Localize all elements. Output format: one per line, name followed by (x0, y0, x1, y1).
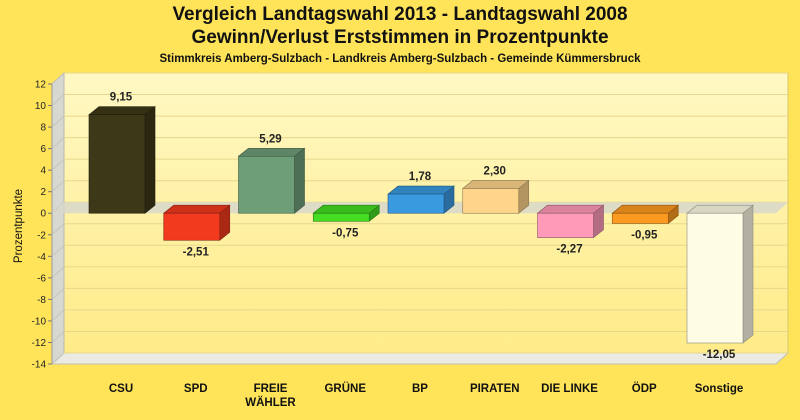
y-tick-label: -14 (32, 360, 47, 371)
x-category-label: BP (412, 383, 428, 395)
x-category-label: PIRATEN (470, 383, 520, 395)
data-label: -2,27 (556, 244, 582, 256)
bar-spd (162, 204, 231, 241)
data-label: 1,78 (409, 171, 432, 183)
bar-freie-wähler (237, 147, 306, 214)
bar-sonstige (686, 204, 754, 344)
data-label: 9,15 (110, 92, 133, 104)
y-tick-label: -6 (37, 273, 46, 284)
bar-piraten (461, 179, 530, 214)
bar-die-linke (536, 204, 605, 239)
data-label: 5,29 (259, 133, 281, 145)
data-label: -2,51 (183, 246, 210, 258)
bar-ödp (611, 204, 680, 225)
y-tick-label: -8 (37, 295, 46, 306)
chart-title: Vergleich Landtagswahl 2013 - Landtagswa… (172, 4, 628, 25)
y-axis-label: Prozentpunkte (13, 189, 25, 263)
chart-subtitle: Gewinn/Verlust Erststimmen in Prozentpun… (191, 27, 609, 48)
x-category-label: ÖDP (632, 382, 657, 395)
x-category-label: DIE LINKE (541, 383, 598, 395)
y-tick-label: -2 (37, 230, 46, 241)
chart-caption: Stimmkreis Amberg-Sulzbach - Landkreis A… (159, 53, 641, 65)
data-label: -0,95 (631, 229, 658, 241)
y-tick-label: -4 (37, 252, 46, 263)
y-tick-label: 4 (40, 166, 46, 177)
bar-grüne (312, 204, 381, 222)
x-category-label: CSU (109, 383, 133, 395)
x-category-label: SPD (184, 383, 208, 395)
y-tick-label: 0 (40, 209, 46, 220)
y-tick-label: 12 (35, 80, 47, 91)
y-tick-label: 10 (35, 101, 47, 112)
y-tick-label: -10 (32, 316, 47, 327)
y-tick-label: 2 (40, 187, 46, 198)
x-category-label: FREIE WÄHLER (245, 383, 296, 409)
data-label: -0,75 (332, 227, 359, 239)
bar-csu (88, 106, 156, 214)
x-category-label: Sonstige (695, 383, 744, 395)
y-tick-label: 8 (40, 123, 46, 134)
data-label: 2,30 (484, 165, 506, 177)
y-tick-label: 6 (40, 144, 46, 155)
bar-bp (387, 185, 455, 214)
data-label: -12,05 (703, 349, 736, 361)
x-category-label: GRÜNE (324, 382, 366, 395)
y-tick-label: -12 (32, 338, 47, 349)
